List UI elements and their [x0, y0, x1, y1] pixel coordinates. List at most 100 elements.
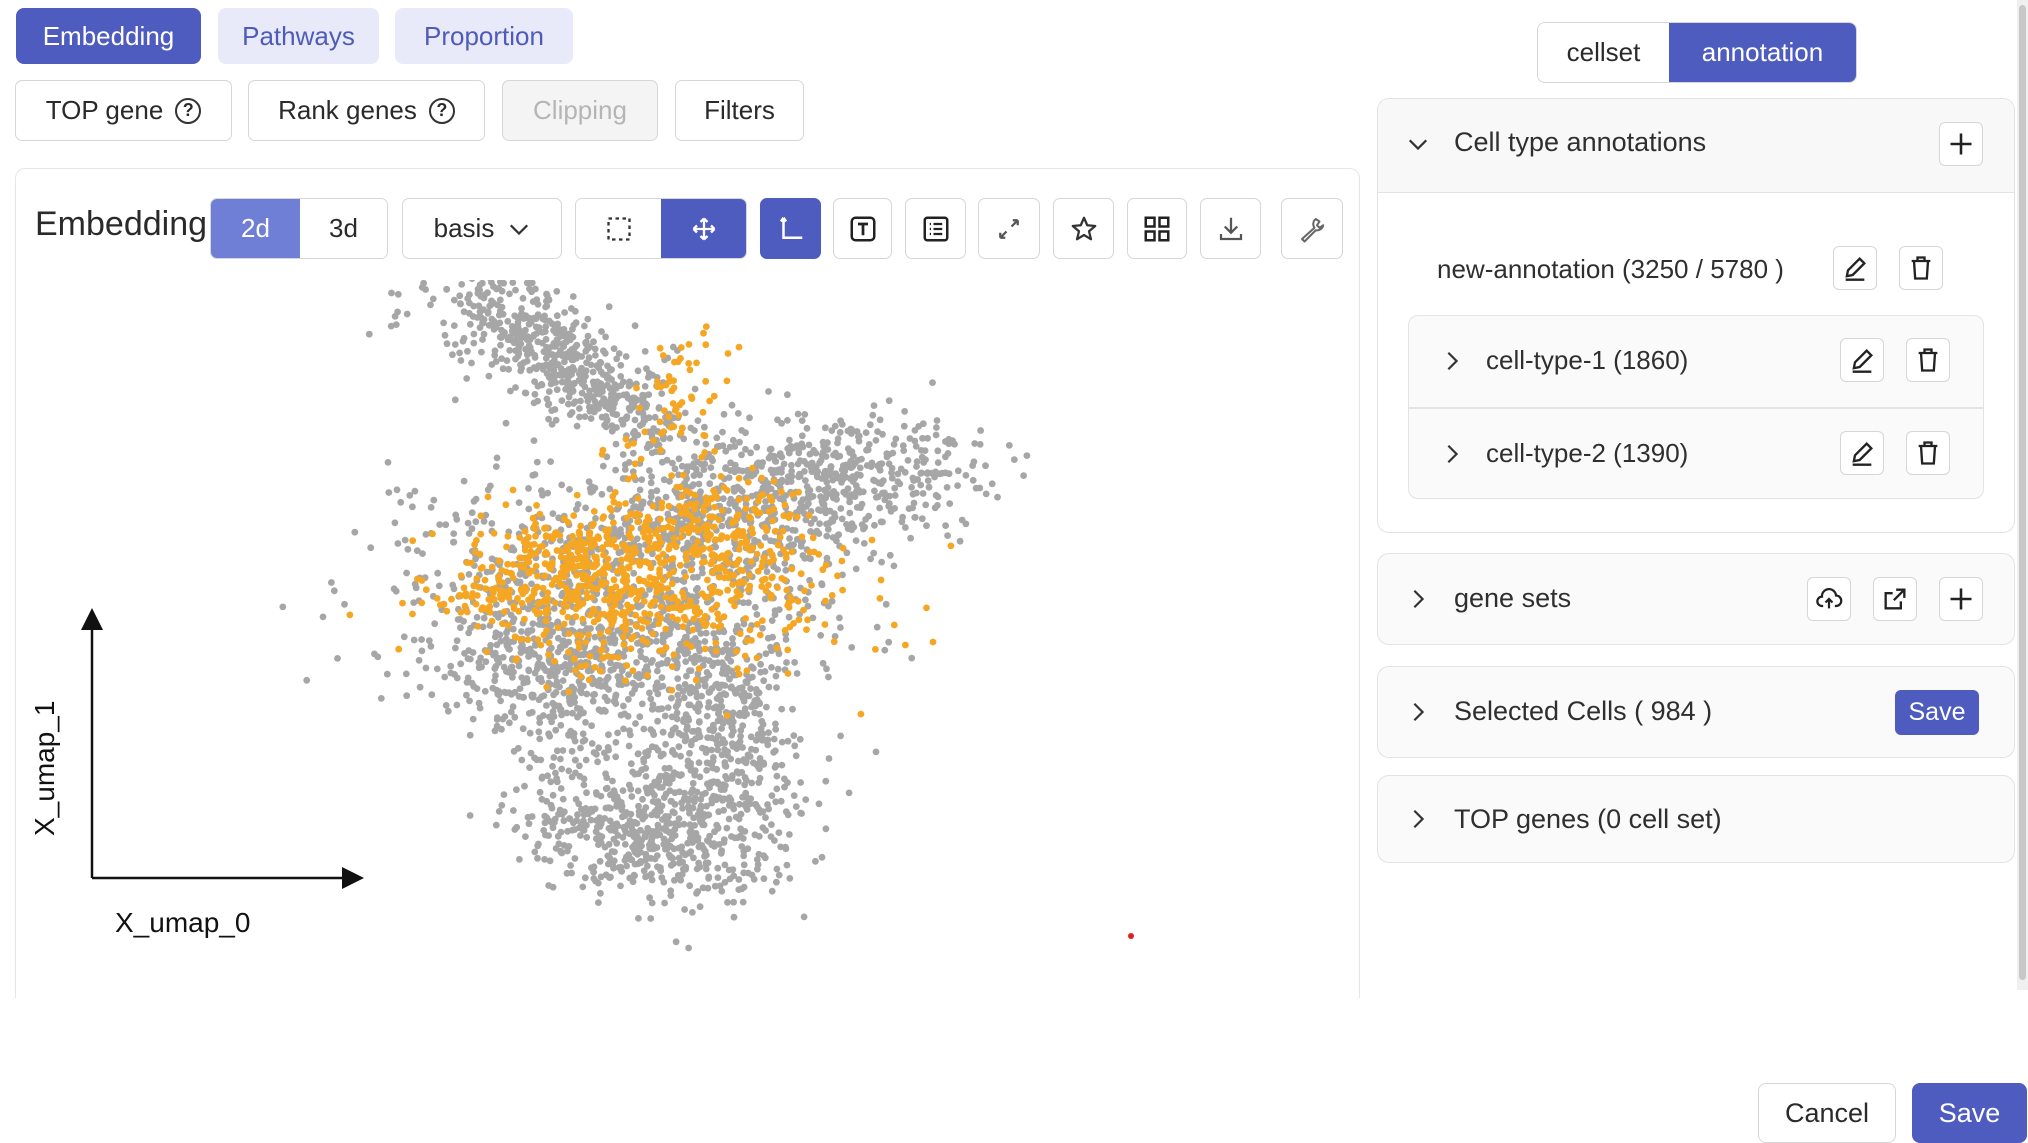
cellset-toggle[interactable]: cellset	[1538, 23, 1669, 82]
selected-cell-point	[678, 493, 686, 500]
settings-button[interactable]	[1281, 198, 1343, 259]
clipping-button[interactable]: Clipping	[502, 80, 658, 141]
cell-point	[727, 796, 735, 804]
cell-point	[902, 524, 909, 531]
cell-point	[435, 582, 443, 590]
axes-toggle-button[interactable]	[760, 198, 821, 259]
cell-point	[519, 294, 527, 302]
selected-cell-point	[640, 598, 648, 605]
selected-cell-point	[654, 378, 661, 385]
cell-point	[831, 633, 839, 640]
cell-point	[648, 782, 656, 790]
selected-cells-title: Selected Cells ( 984 )	[1454, 696, 1713, 726]
tab-proportion[interactable]: Proportion	[395, 8, 573, 64]
cell-type-annotations-header[interactable]	[1378, 99, 2014, 193]
lasso-select-button[interactable]	[576, 199, 661, 258]
cell-point	[484, 289, 491, 297]
download-button[interactable]	[1200, 198, 1261, 259]
selected-cell-point	[429, 530, 436, 538]
top-genes-panel[interactable]	[1377, 775, 2015, 863]
save-button[interactable]: Save	[1912, 1083, 2027, 1143]
cell-point	[554, 320, 562, 328]
export-gene-set-button[interactable]	[1873, 577, 1917, 621]
cell-point	[460, 617, 467, 625]
cell-point	[680, 795, 688, 803]
tab-embedding[interactable]: Embedding	[16, 8, 201, 64]
add-annotation-button[interactable]	[1939, 122, 1983, 166]
cell-point	[577, 687, 584, 695]
cell-point	[334, 655, 341, 662]
delete-cell-type-button[interactable]	[1906, 338, 1950, 382]
cell-point	[643, 365, 650, 373]
annotation-toggle[interactable]: annotation	[1669, 23, 1856, 82]
umap-scatter-plot[interactable]	[15, 280, 1345, 980]
plus-icon	[1950, 588, 1972, 610]
selected-cell-point	[629, 667, 637, 675]
cell-point	[899, 442, 907, 449]
cell-point	[525, 652, 533, 660]
cell-point	[609, 397, 617, 405]
cell-point	[782, 808, 790, 816]
cancel-button[interactable]: Cancel	[1758, 1083, 1896, 1143]
cell-point	[755, 779, 763, 786]
cell-point	[790, 732, 798, 739]
delete-cell-type-button[interactable]	[1906, 431, 1950, 475]
cell-point	[617, 882, 624, 890]
delete-annotation-button[interactable]	[1899, 246, 1943, 290]
dim-2d-button[interactable]: 2d	[211, 199, 300, 258]
grid-layout-button[interactable]	[1127, 198, 1187, 259]
cell-point	[500, 663, 508, 671]
fullscreen-button[interactable]	[978, 198, 1040, 259]
cell-point	[612, 700, 620, 707]
top-gene-button[interactable]: TOP gene ?	[15, 80, 232, 141]
selected-cell-point	[504, 560, 511, 568]
scrollbar-track[interactable]	[2017, 0, 2028, 990]
save-selected-cells-button[interactable]: Save	[1895, 690, 1979, 735]
cell-point	[687, 848, 695, 855]
favorite-button[interactable]	[1053, 198, 1114, 259]
text-label-button[interactable]	[833, 198, 892, 259]
selected-cell-point	[770, 478, 778, 485]
cell-point	[468, 509, 476, 517]
cell-point	[798, 417, 806, 424]
cell-point	[768, 617, 776, 624]
cell-point	[650, 521, 658, 529]
selected-cell-point	[768, 497, 776, 505]
selected-cell-point	[710, 392, 718, 400]
selected-cell-point	[443, 607, 451, 615]
cell-point	[844, 485, 852, 493]
rank-genes-button[interactable]: Rank genes ?	[248, 80, 485, 141]
dim-3d-button[interactable]: 3d	[300, 199, 387, 258]
cell-point	[597, 820, 605, 828]
cell-point	[772, 720, 779, 728]
edit-cell-type-button[interactable]	[1840, 431, 1884, 475]
tab-pathways[interactable]: Pathways	[218, 8, 379, 64]
legend-button[interactable]	[905, 198, 966, 259]
cell-point	[816, 520, 823, 527]
selected-cell-point	[620, 612, 628, 620]
cell-point	[587, 361, 595, 369]
edit-annotation-button[interactable]	[1833, 246, 1877, 290]
upload-gene-set-button[interactable]	[1807, 577, 1851, 621]
add-gene-set-button[interactable]	[1939, 577, 1983, 621]
cell-point	[602, 371, 610, 379]
scrollbar-thumb[interactable]	[2019, 5, 2026, 980]
selected-cell-point	[670, 593, 678, 601]
cell-point	[550, 754, 558, 761]
cell-point	[651, 413, 659, 421]
cell-point	[528, 580, 535, 588]
cell-point	[623, 809, 630, 816]
cell-point	[759, 808, 767, 816]
selected-cell-point	[477, 512, 485, 520]
selected-cell-point	[785, 599, 793, 606]
cell-point	[954, 467, 962, 475]
cell-point	[582, 719, 589, 726]
cell-point	[494, 690, 502, 698]
filters-button[interactable]: Filters	[675, 80, 804, 141]
pan-move-button[interactable]	[661, 199, 746, 258]
cell-point	[648, 473, 655, 480]
selected-cell-point	[461, 602, 469, 610]
selected-cell-point	[756, 631, 764, 639]
edit-cell-type-button[interactable]	[1840, 338, 1884, 382]
basis-select[interactable]: basis	[402, 198, 562, 259]
